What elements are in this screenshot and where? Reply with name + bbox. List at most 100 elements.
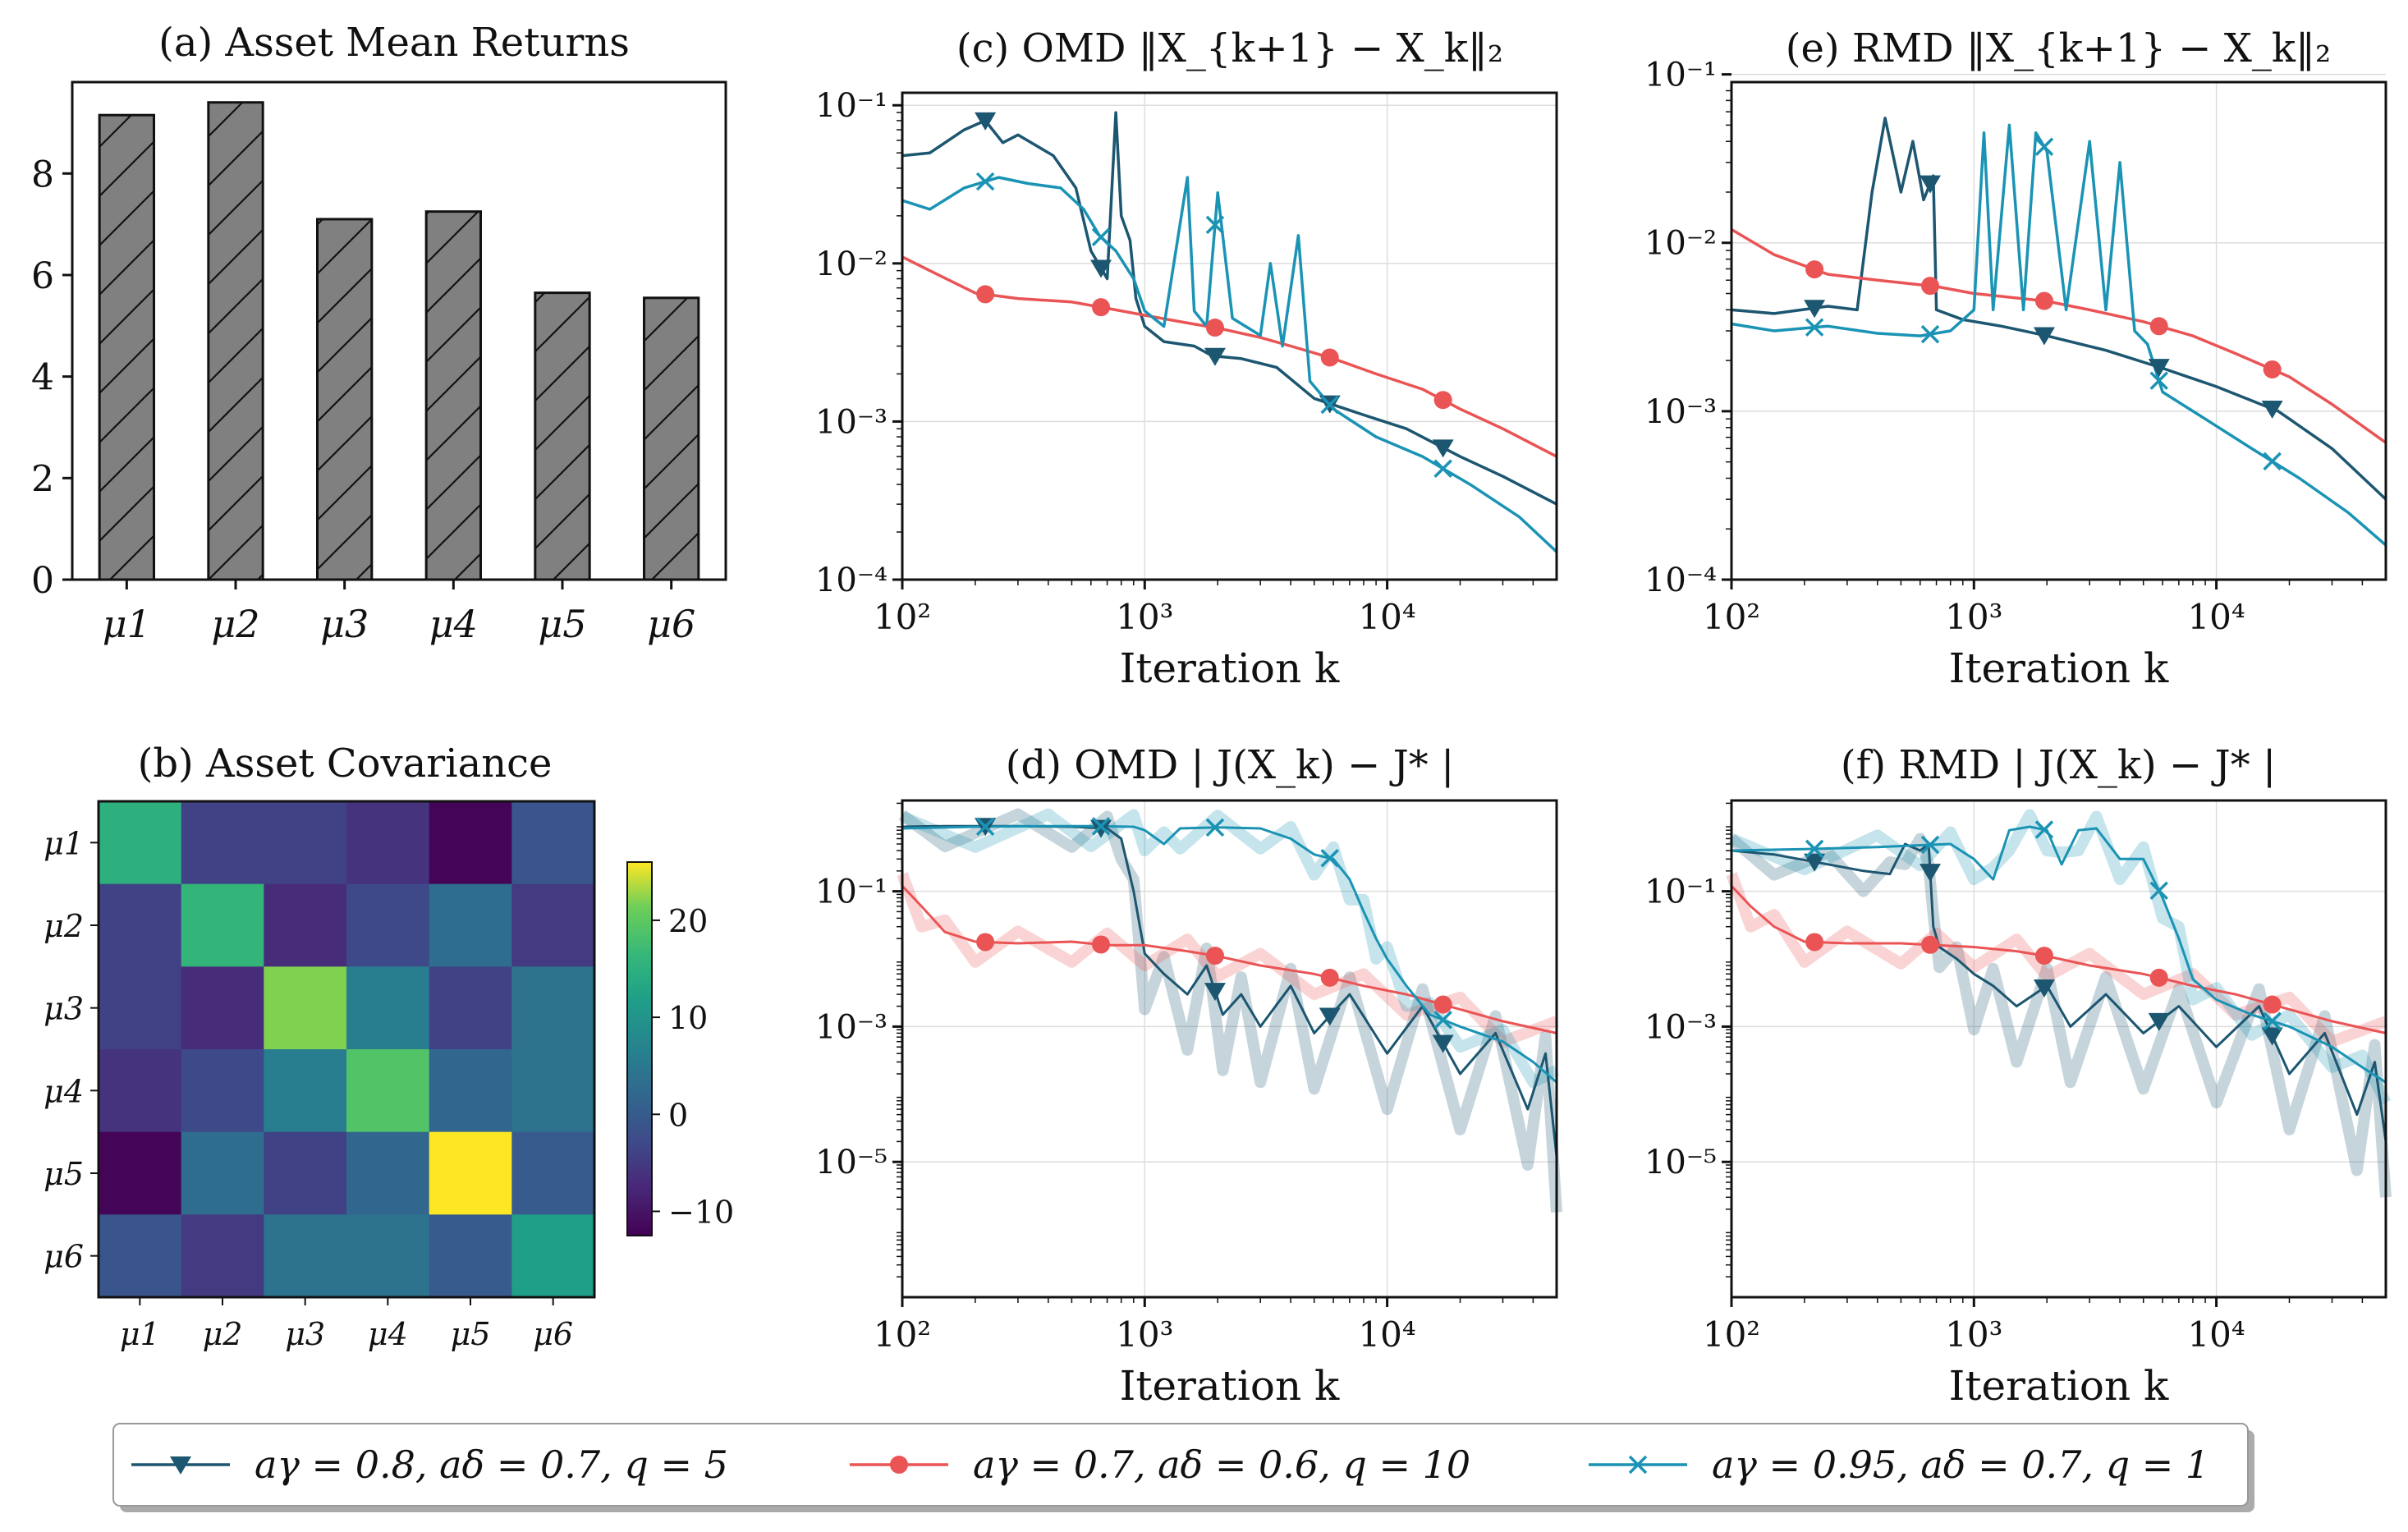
colorbar-tick-label: 20 bbox=[668, 903, 708, 939]
xtick-label: 10⁴ bbox=[2187, 1314, 2245, 1355]
marker-x bbox=[2034, 820, 2054, 839]
ytick-label: 10⁻³ bbox=[1644, 1008, 1717, 1046]
marker-triangle bbox=[1090, 259, 1112, 278]
col-label: μ3 bbox=[285, 1316, 325, 1352]
legend-label: aγ = 0.8, aδ = 0.7, q = 5 bbox=[255, 1443, 728, 1487]
marker-x bbox=[2034, 137, 2054, 156]
panel-d-line-chart: (d) OMD | J(X_k) − J* | 10² 10³ 10⁴ 10⁻¹ 10⁻… bbox=[815, 742, 1562, 1410]
heatmap-cell bbox=[511, 1131, 595, 1215]
heatmap-cell bbox=[264, 801, 347, 885]
marker-circle bbox=[2263, 995, 2282, 1014]
marker-triangle bbox=[2261, 1027, 2283, 1046]
bar-hatch bbox=[644, 297, 699, 580]
panel-c-line-chart: (c) OMD ‖X_{k+1} − X_k‖₂ 10² 10³ 10⁴ 10⁻¹ 10… bbox=[815, 25, 1558, 692]
heatmap-cell bbox=[264, 1049, 347, 1133]
marker-circle bbox=[2034, 291, 2053, 310]
marker-triangle bbox=[1090, 819, 1112, 838]
marker-x bbox=[975, 817, 995, 837]
heatmap-cell bbox=[264, 1131, 347, 1215]
marker-circle bbox=[1805, 260, 1824, 279]
marker-circle bbox=[976, 285, 995, 304]
heatmap-cell bbox=[511, 966, 595, 1050]
heatmap-cell bbox=[346, 1049, 430, 1133]
series-line bbox=[1730, 885, 2387, 1034]
ytick-label: 10⁻⁴ bbox=[815, 562, 888, 599]
heatmap-cell bbox=[429, 1214, 512, 1298]
series-line bbox=[1731, 842, 2387, 1142]
marker-triangle bbox=[1204, 983, 1226, 1002]
heatmap-cell bbox=[181, 1049, 264, 1133]
x-axis-label: Iteration k bbox=[1120, 1362, 1340, 1410]
heatmap-cell bbox=[346, 966, 430, 1050]
marker-triangle bbox=[1920, 864, 1942, 883]
legend-label: aγ = 0.7, aδ = 0.6, q = 10 bbox=[973, 1443, 1470, 1487]
panel-e-line-chart: (e) RMD ‖X_{k+1} − X_k‖₂ 10² 10³ 10⁴ 10⁻¹ 10… bbox=[1644, 25, 2387, 692]
colorbar bbox=[626, 861, 653, 1236]
marker-x bbox=[1205, 215, 1225, 235]
marker-circle bbox=[1433, 391, 1452, 410]
heatmap-cell bbox=[181, 1131, 264, 1215]
heatmap-cell bbox=[511, 801, 595, 885]
heatmap-cell bbox=[346, 1214, 430, 1298]
heatmap-cell bbox=[181, 1214, 264, 1298]
heatmap-cell bbox=[346, 1131, 430, 1215]
bar-hatch bbox=[534, 292, 590, 580]
marker-circle bbox=[1921, 935, 1940, 954]
panel-a-title: (a) Asset Mean Returns bbox=[158, 20, 630, 66]
series-line bbox=[901, 111, 1557, 506]
row-label: μ6 bbox=[44, 1239, 84, 1275]
row-label: μ1 bbox=[44, 825, 84, 861]
colorbar-tick-label: 0 bbox=[668, 1097, 688, 1133]
xtick-label: 10⁴ bbox=[1358, 1314, 1415, 1355]
xtick-label: 10⁴ bbox=[2187, 597, 2245, 637]
marker-x bbox=[1920, 835, 1940, 855]
panel-f-line-chart: (f) RMD | J(X_k) − J* | 10² 10³ 10⁴ 10⁻¹ 10⁻… bbox=[1644, 742, 2392, 1410]
marker-x bbox=[1628, 1455, 1648, 1475]
series-line bbox=[901, 176, 1558, 553]
marker-triangle bbox=[975, 112, 997, 131]
heatmap-cell bbox=[99, 1214, 182, 1298]
panel-b-title: (b) Asset Covariance bbox=[138, 741, 553, 787]
panel-b-frame bbox=[97, 800, 596, 1299]
marker-triangle bbox=[2148, 1012, 2170, 1031]
marker-triangle bbox=[2033, 979, 2055, 998]
xtick-label: 10³ bbox=[1116, 1314, 1173, 1355]
marker-x bbox=[1091, 817, 1111, 836]
xtick-label: μ6 bbox=[647, 602, 695, 646]
xtick-label: 10³ bbox=[1945, 1314, 2002, 1355]
row-label: μ5 bbox=[44, 1156, 84, 1192]
marker-x bbox=[975, 172, 995, 191]
panel-a-frame bbox=[71, 80, 727, 581]
plot-frame bbox=[1730, 80, 2387, 581]
xtick-label: μ2 bbox=[211, 602, 259, 646]
marker-circle bbox=[1921, 277, 1940, 296]
x-axis-label: Iteration k bbox=[1949, 1362, 2169, 1410]
xtick-label: μ1 bbox=[103, 602, 151, 646]
marker-x bbox=[1805, 839, 1824, 859]
heatmap-cell bbox=[264, 1214, 347, 1298]
x-axis-label: Iteration k bbox=[1949, 644, 2169, 692]
marker-circle bbox=[1205, 947, 1224, 966]
plot-frame bbox=[901, 91, 1558, 581]
heatmap-cell bbox=[429, 1131, 512, 1215]
xtick-label: μ5 bbox=[538, 602, 586, 646]
bar-hatch bbox=[426, 211, 481, 580]
marker-x bbox=[2149, 881, 2168, 901]
colorbar-tick-label: 10 bbox=[668, 1000, 708, 1036]
marker-x bbox=[1320, 395, 1339, 415]
ytick-label: 10⁻³ bbox=[815, 403, 888, 441]
marker-triangle bbox=[1804, 300, 1826, 319]
marker-triangle bbox=[1432, 439, 1454, 458]
heatmap-cell bbox=[429, 883, 512, 967]
heatmap-cell bbox=[181, 801, 264, 885]
heatmap-cell bbox=[511, 1049, 595, 1133]
marker-circle bbox=[890, 1456, 908, 1474]
heatmap-cell bbox=[99, 1049, 182, 1133]
marker-circle bbox=[2034, 947, 2053, 966]
heatmap-cell bbox=[429, 1049, 512, 1133]
legend-box bbox=[112, 1423, 2249, 1507]
heatmap-cell bbox=[511, 1214, 595, 1298]
panel-d-title: (d) OMD | J(X_k) − J* | bbox=[1006, 742, 1454, 788]
plot-frame bbox=[1730, 799, 2387, 1299]
